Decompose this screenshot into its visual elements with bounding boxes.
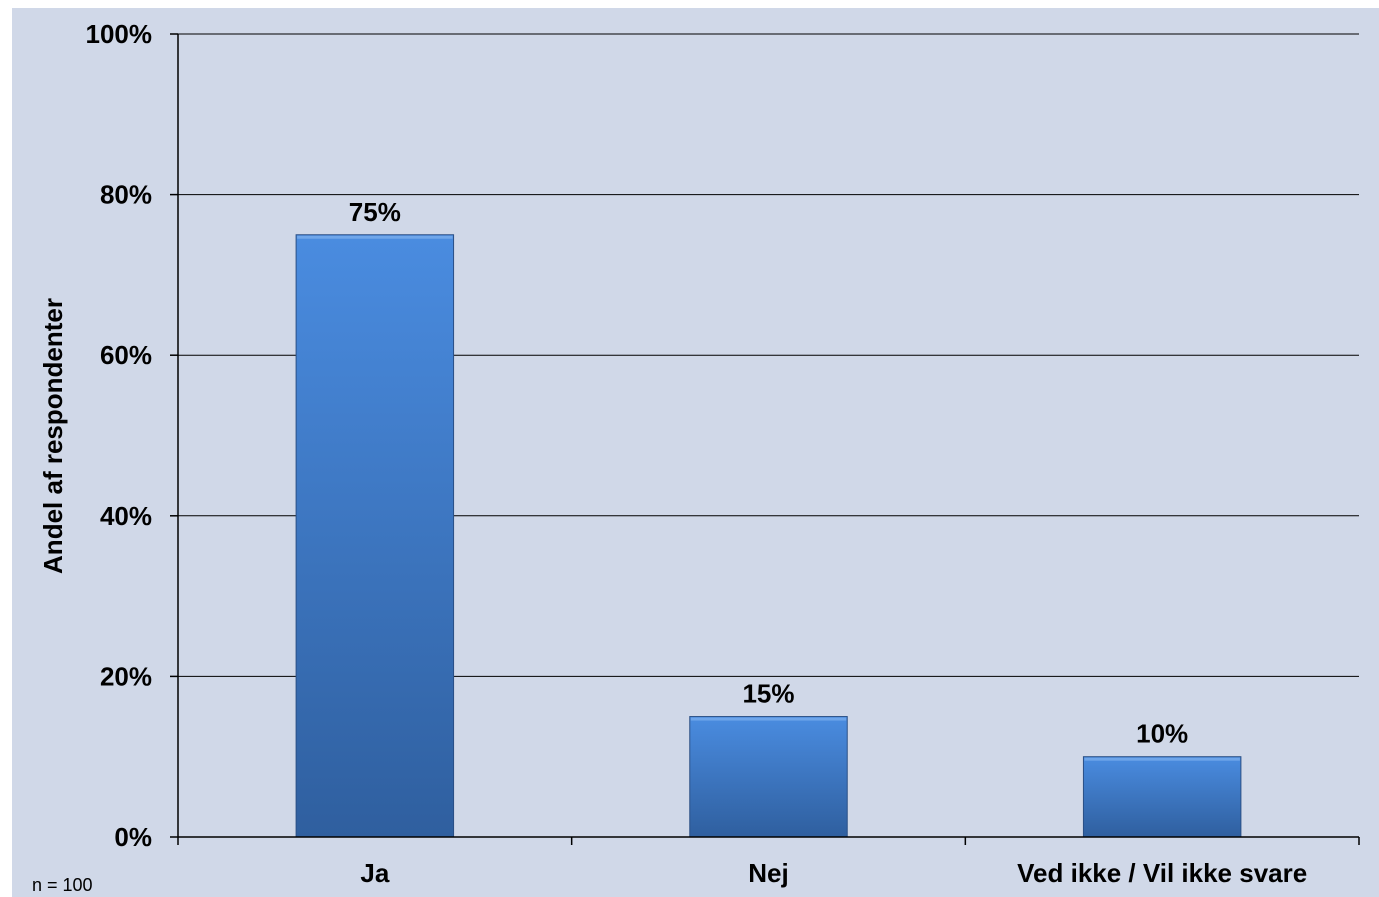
y-axis-title: Andel af respondenter [38, 298, 68, 574]
y-tick-label: 80% [100, 180, 152, 210]
bar [1082, 756, 1242, 838]
y-tick-label: 20% [100, 661, 152, 691]
data-label: 75% [349, 197, 401, 227]
data-label: 10% [1136, 719, 1188, 749]
category-label: Ja [360, 858, 389, 888]
category-label: Ved ikke / Vil ikke svare [1017, 858, 1307, 888]
labels: 0% 20% 40% 60% 80% 100% 75% Ja 15% Nej 10% Ved ikke… [86, 19, 1308, 888]
bar-highlight [297, 235, 453, 239]
y-tick-label: 100% [86, 19, 153, 49]
axes [170, 33, 1360, 845]
bar-highlight [690, 717, 847, 721]
sample-size-note: n = 100 [32, 875, 93, 895]
y-tick-label: 60% [100, 340, 152, 370]
bar [689, 716, 848, 838]
category-label: Nej [748, 858, 788, 888]
bars [295, 234, 1242, 838]
y-tick-label: 40% [100, 501, 152, 531]
y-tick-label: 0% [114, 822, 152, 852]
bar-highlight [1084, 757, 1240, 761]
bar [295, 234, 455, 838]
data-label: 15% [742, 679, 794, 709]
